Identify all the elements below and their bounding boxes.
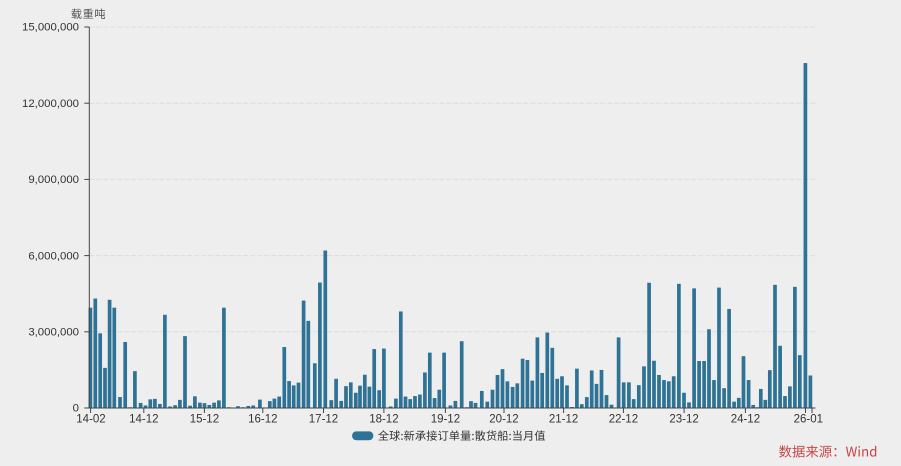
- svg-text:20-12: 20-12: [489, 414, 518, 426]
- svg-text:14-12: 14-12: [129, 414, 158, 426]
- svg-text:9,000,000: 9,000,000: [28, 174, 79, 186]
- svg-text:22-12: 22-12: [609, 414, 638, 426]
- svg-text:17-12: 17-12: [309, 414, 338, 426]
- svg-text:19-12: 19-12: [431, 414, 460, 426]
- svg-text:6,000,000: 6,000,000: [28, 250, 79, 262]
- svg-text:21-12: 21-12: [549, 414, 578, 426]
- svg-text:0: 0: [73, 403, 79, 415]
- svg-text:26-01: 26-01: [794, 414, 823, 426]
- svg-text:23-12: 23-12: [669, 414, 698, 426]
- svg-text:15,000,000: 15,000,000: [22, 22, 79, 34]
- svg-text:3,000,000: 3,000,000: [28, 327, 79, 339]
- svg-text:14-02: 14-02: [76, 414, 105, 426]
- svg-text:16-12: 16-12: [248, 414, 277, 426]
- svg-text:18-12: 18-12: [369, 414, 398, 426]
- svg-text:12,000,000: 12,000,000: [22, 98, 79, 110]
- svg-text:15-12: 15-12: [190, 414, 219, 426]
- svg-text:24-12: 24-12: [731, 414, 760, 426]
